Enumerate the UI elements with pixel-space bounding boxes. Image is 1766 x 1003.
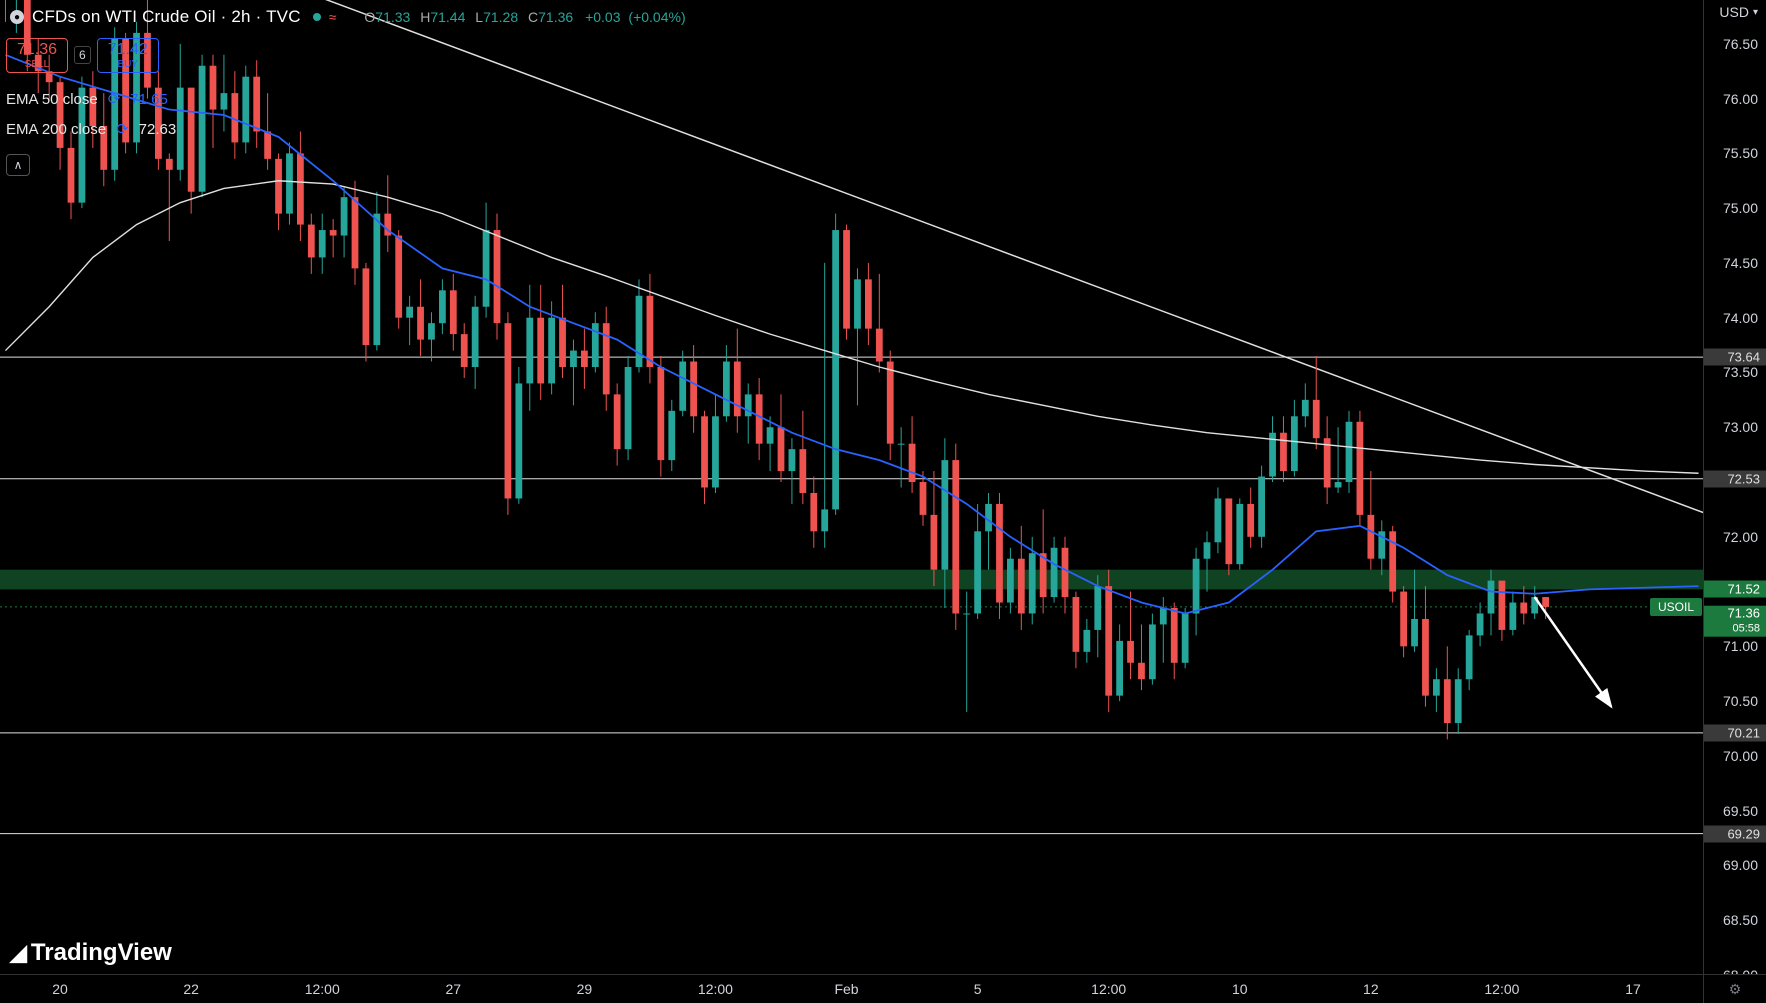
price-axis[interactable]: USD▾ 76.5076.0075.5075.0074.5074.0073.50… (1703, 0, 1766, 1003)
y-tick: 69.00 (1723, 857, 1758, 873)
chart-area[interactable] (0, 0, 1766, 1003)
ema50-value: 71.65 (130, 91, 168, 108)
y-tick: 76.00 (1723, 91, 1758, 107)
y-tick: 69.50 (1723, 803, 1758, 819)
x-tick: 5 (974, 981, 982, 997)
refresh-icon[interactable]: ⟳ (116, 120, 129, 138)
x-tick: 27 (446, 981, 462, 997)
x-tick: 29 (577, 981, 593, 997)
sell-price: 71.36 (17, 41, 57, 58)
y-tick: 70.00 (1723, 748, 1758, 764)
approx-icon: ≈ (329, 9, 337, 25)
x-tick: 10 (1232, 981, 1248, 997)
y-tick: 72.00 (1723, 529, 1758, 545)
current-price-label: 71.3605:58 (1704, 606, 1766, 637)
y-tick: 73.50 (1723, 364, 1758, 380)
trade-buttons: 71.36 SELL 6 71.42 BUY (6, 38, 159, 73)
oil-drop-icon: ● (10, 10, 24, 24)
price-level-label: 72.53 (1704, 470, 1766, 487)
x-tick: 17 (1625, 981, 1641, 997)
y-tick: 75.00 (1723, 200, 1758, 216)
ema50-label: EMA 50 close (6, 91, 98, 108)
time-axis[interactable]: 20 22 12:00 27 29 12:00 Feb 5 12:00 10 12 12:00 17 (0, 974, 1704, 1003)
y-tick: 73.00 (1723, 419, 1758, 435)
x-tick: 12:00 (305, 981, 340, 997)
y-tick: 70.50 (1723, 693, 1758, 709)
price-level-label: 70.21 (1704, 724, 1766, 741)
sell-label: SELL (17, 59, 57, 70)
y-tick: 71.00 (1723, 638, 1758, 654)
zone-price-label: 71.52 (1704, 581, 1766, 598)
y-tick: 68.50 (1723, 912, 1758, 928)
tradingview-logo-icon: ◣ (10, 940, 27, 966)
indicator-ema50[interactable]: EMA 50 close ⟳ 71.65 (6, 90, 168, 108)
watermark-text: TradingView (31, 939, 172, 967)
sell-button[interactable]: 71.36 SELL (6, 38, 68, 73)
gear-icon: ⚙ (1729, 981, 1742, 998)
x-tick: 12:00 (698, 981, 733, 997)
axis-settings-button[interactable]: ⚙ (1703, 974, 1766, 1003)
x-tick: Feb (834, 981, 858, 997)
chart-canvas[interactable] (0, 0, 1704, 975)
buy-price: 71.42 (108, 41, 148, 58)
spread-value: 6 (74, 46, 91, 64)
market-status-dot (313, 13, 321, 21)
x-tick: 20 (52, 981, 68, 997)
symbol-tag: USOIL (1650, 598, 1702, 616)
chart-header: ● CFDs on WTI Crude Oil · 2h · TVC ≈ O71… (2, 0, 1766, 34)
price-level-label: 69.29 (1704, 825, 1766, 842)
refresh-icon[interactable]: ⟳ (108, 90, 121, 108)
buy-label: BUY (108, 59, 148, 70)
x-tick: 12 (1363, 981, 1379, 997)
buy-button[interactable]: 71.42 BUY (97, 38, 159, 73)
indicator-ema200[interactable]: EMA 200 close ⟳ 72.63 (6, 120, 176, 138)
y-tick: 74.50 (1723, 255, 1758, 271)
y-tick: 74.00 (1723, 310, 1758, 326)
tradingview-watermark: ◣ TradingView (10, 939, 172, 967)
x-tick: 12:00 (1484, 981, 1519, 997)
y-tick: 75.50 (1723, 145, 1758, 161)
y-tick: 76.50 (1723, 36, 1758, 52)
x-tick: 22 (183, 981, 199, 997)
price-level-label: 73.64 (1704, 349, 1766, 366)
x-tick: 12:00 (1091, 981, 1126, 997)
ema200-label: EMA 200 close (6, 121, 106, 138)
collapse-button[interactable]: ∧ (6, 154, 30, 176)
ohlc-readout: O71.33 H71.44 L71.28 C71.36 +0.03 (+0.04… (364, 9, 685, 25)
symbol-title[interactable]: CFDs on WTI Crude Oil · 2h · TVC (32, 7, 301, 27)
ema200-value: 72.63 (139, 121, 177, 138)
